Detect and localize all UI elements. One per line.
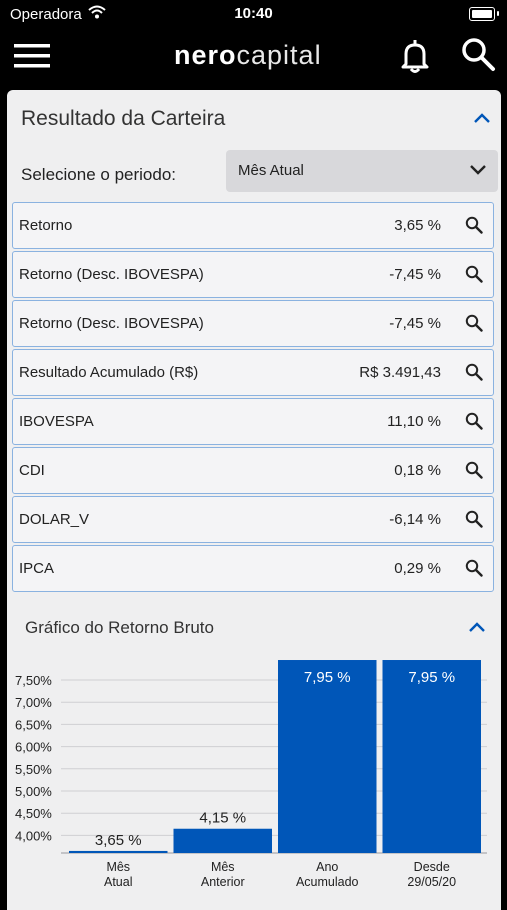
metric-label: Retorno — [19, 217, 73, 234]
hamburger-menu-icon[interactable] — [14, 42, 50, 70]
bar-value-label: 4,15 % — [199, 810, 246, 827]
y-tick-label: 4,00% — [15, 828, 52, 843]
magnifier-icon[interactable] — [465, 559, 483, 577]
wifi-icon — [88, 5, 106, 19]
metric-value: R$ 3.491,43 — [359, 364, 441, 381]
metric-label: IPCA — [19, 560, 55, 577]
magnifier-icon[interactable] — [465, 461, 483, 479]
y-tick-label: 5,50% — [15, 762, 52, 777]
metric-label: Retorno (Desc. IBOVESPA) — [19, 266, 204, 283]
x-category-label: Acumulado — [296, 875, 359, 889]
x-category-label: Mês — [106, 860, 130, 874]
bar — [173, 828, 272, 853]
metric-row[interactable]: CDI 0,18 % — [12, 447, 494, 494]
top-navbar: nerocapital — [0, 30, 507, 84]
y-tick-label: 7,00% — [15, 695, 52, 710]
magnifier-icon[interactable] — [465, 510, 483, 528]
period-select[interactable]: Mês Atual — [226, 150, 498, 192]
period-select-value: Mês Atual — [238, 162, 304, 179]
metric-row[interactable]: Retorno (Desc. IBOVESPA) -7,45 % — [12, 251, 494, 298]
metric-label: CDI — [19, 462, 45, 479]
chevron-down-icon — [470, 165, 486, 175]
bar — [278, 660, 377, 853]
metric-value: 0,18 % — [394, 462, 441, 479]
metric-label: IBOVESPA — [19, 413, 94, 430]
metric-value: -7,45 % — [389, 266, 441, 283]
x-category-label: 29/05/20 — [407, 875, 456, 889]
logo-bold: nero — [174, 40, 237, 70]
x-category-label: Ano — [316, 860, 338, 874]
metric-row[interactable]: IBOVESPA 11,10 % — [12, 398, 494, 445]
y-tick-label: 4,50% — [15, 806, 52, 821]
metric-row[interactable]: DOLAR_V -6,14 % — [12, 496, 494, 543]
portfolio-panel: Resultado da Carteira Selecione o period… — [7, 90, 501, 910]
metric-value: 11,10 % — [387, 413, 441, 430]
clock: 10:40 — [234, 5, 273, 22]
magnifier-icon[interactable] — [465, 412, 483, 430]
magnifier-icon[interactable] — [465, 216, 483, 234]
metric-label: Retorno (Desc. IBOVESPA) — [19, 315, 204, 332]
bar — [382, 660, 481, 853]
logo-light: capital — [236, 40, 322, 70]
battery-tip — [497, 11, 499, 16]
bar-value-label: 7,95 % — [408, 669, 455, 686]
metric-label: DOLAR_V — [19, 511, 90, 528]
period-label: Selecione o periodo: — [21, 165, 177, 184]
magnifier-icon[interactable] — [465, 363, 483, 381]
metric-row[interactable]: IPCA 0,29 % — [12, 545, 494, 592]
metric-value: -7,45 % — [389, 315, 441, 332]
y-tick-label: 6,00% — [15, 740, 52, 755]
bell-icon[interactable] — [398, 38, 432, 74]
carrier-label: Operadora — [10, 6, 82, 23]
bar-value-label: 7,95 % — [304, 669, 351, 686]
metric-row[interactable]: Resultado Acumulado (R$) R$ 3.491,43 — [12, 349, 494, 396]
bar-value-label: 3,65 % — [95, 832, 142, 849]
search-icon[interactable] — [460, 36, 496, 72]
metric-value: 3,65 % — [394, 217, 441, 234]
magnifier-icon[interactable] — [465, 314, 483, 332]
y-tick-label: 7,50% — [15, 673, 52, 688]
collapse-chevron-up-icon[interactable] — [468, 621, 486, 633]
metric-row[interactable]: Retorno (Desc. IBOVESPA) -7,45 % — [12, 300, 494, 347]
nero-capital-logo: nerocapital — [174, 40, 322, 71]
bar — [69, 850, 168, 853]
metric-value: 0,29 % — [394, 560, 441, 577]
collapse-chevron-up-icon[interactable] — [473, 112, 491, 124]
x-category-label: Desde — [414, 860, 450, 874]
section-title: Resultado da Carteira — [21, 107, 226, 130]
status-bar: Operadora 10:40 — [0, 0, 507, 30]
x-category-label: Atual — [104, 875, 133, 889]
x-category-label: Anterior — [201, 875, 245, 889]
y-tick-label: 5,00% — [15, 784, 52, 799]
metric-value: -6,14 % — [389, 511, 441, 528]
return-bar-chart: 7,50% 7,00% 6,50% 6,00% 5,50% 5,00% 4,50% 4,00%… — [15, 660, 487, 889]
magnifier-icon[interactable] — [465, 265, 483, 283]
battery-icon — [469, 7, 495, 21]
metric-label: Resultado Acumulado (R$) — [19, 364, 199, 381]
x-category-label: Mês — [211, 860, 235, 874]
y-tick-label: 6,50% — [15, 717, 52, 732]
chart-title: Gráfico do Retorno Bruto — [25, 618, 214, 637]
metric-row[interactable]: Retorno 3,65 % — [12, 202, 494, 249]
